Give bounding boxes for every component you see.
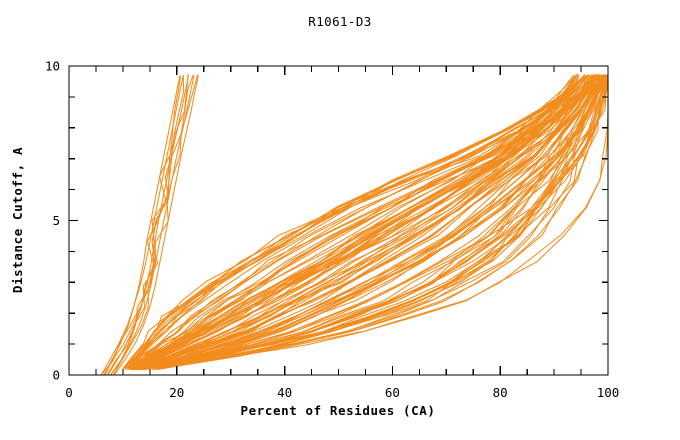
distance-cutoff-curve [134, 74, 578, 370]
distance-cutoff-curve [138, 75, 601, 370]
distance-cutoff-curve [122, 75, 585, 370]
distance-cutoff-curve [153, 74, 608, 370]
distance-cutoff-curve [101, 75, 185, 376]
distance-cutoff-curve [128, 74, 590, 369]
distance-cutoff-curve [154, 75, 609, 370]
y-tick-label: 0 [52, 368, 60, 383]
distance-cutoff-curve [138, 74, 600, 369]
y-tick-label: 5 [52, 213, 60, 228]
distance-cutoff-curve [113, 75, 199, 376]
distance-cutoff-curve [134, 75, 577, 370]
x-tick-label: 100 [597, 385, 620, 400]
x-tick-label: 80 [493, 385, 508, 400]
distance-cutoff-curve [109, 74, 194, 376]
distance-cutoff-curve [143, 75, 604, 371]
distance-cutoff-curve [100, 75, 184, 376]
distance-cutoff-curve [152, 74, 606, 370]
distance-cutoff-curve [126, 75, 588, 369]
distance-cutoff-curve [107, 75, 190, 376]
x-tick-label: 20 [169, 385, 184, 400]
distance-cutoff-curve [142, 74, 602, 369]
tick-labels-layer: 0 20 40 60 80 100 0 5 10 [45, 59, 619, 401]
distance-cutoff-curve [113, 74, 199, 375]
distance-cutoff-curve [131, 74, 575, 369]
distance-cutoff-curve [145, 74, 606, 370]
chart-title: R1061-D3 [308, 14, 371, 29]
y-axis-title: Distance Cutoff, A [10, 147, 25, 293]
distance-cutoff-curve [125, 74, 587, 370]
distance-cutoff-curve [135, 75, 597, 370]
distance-cutoff-curve [123, 75, 586, 369]
axis-ticks-layer [68, 65, 609, 376]
distance-cutoff-curve [135, 74, 598, 369]
x-axis-title: Percent of Residues (CA) [240, 403, 435, 418]
x-tick-label: 40 [277, 385, 292, 400]
distance-cutoff-curve [125, 75, 587, 370]
y-tick-label: 10 [45, 59, 60, 74]
distance-cutoff-curve [126, 74, 589, 370]
x-tick-label: 0 [65, 385, 73, 400]
x-tick-label: 60 [385, 385, 400, 400]
plot-frame [68, 65, 609, 376]
curve-series-layer [100, 73, 609, 376]
distance-cutoff-curve [135, 75, 597, 371]
distance-cutoff-curve [135, 74, 580, 369]
distance-cutoff-curve [141, 74, 600, 371]
